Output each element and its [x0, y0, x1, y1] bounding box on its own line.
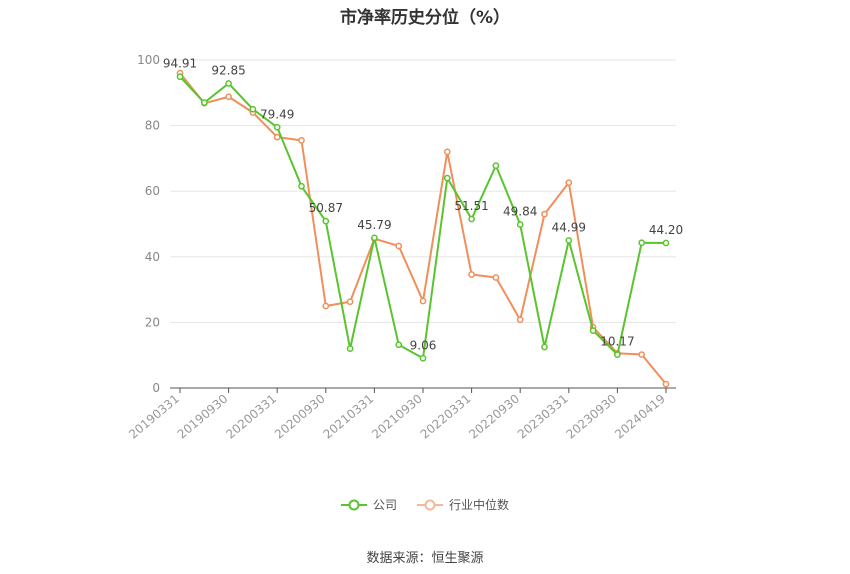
x-tick-label: 20230930 [564, 392, 620, 442]
legend-label: 行业中位数 [449, 498, 510, 512]
data-label: 10.17 [600, 335, 634, 349]
data-label: 44.20 [649, 223, 683, 237]
legend-line-icon [417, 499, 443, 510]
data-label: 9.06 [410, 338, 437, 352]
company-data-point [200, 99, 208, 106]
y-tick-label: 60 [145, 184, 160, 198]
y-tick-label: 0 [152, 381, 160, 395]
company-data-point [492, 162, 500, 169]
company-data-point [541, 343, 548, 351]
x-tick-label: 20200930 [272, 392, 328, 442]
industry-median-data-point [662, 380, 670, 388]
x-tick-label: 20190930 [175, 392, 231, 442]
x-tick-label: 20210930 [369, 392, 425, 442]
data-label: 51.51 [454, 199, 488, 213]
y-tick-label: 80 [145, 119, 160, 133]
industry-median-data-point [541, 210, 548, 218]
company-data-point [395, 341, 403, 349]
industry-median-data-point [419, 297, 427, 305]
legend-item-company[interactable]: 公司 [340, 496, 397, 513]
industry-median-data-point [468, 271, 475, 278]
company-data-point [176, 73, 184, 81]
company-data-point [443, 174, 451, 182]
company-data-point [298, 182, 305, 190]
data-source: 数据来源：恒生聚源 [366, 551, 484, 566]
x-tick-label: 20220930 [466, 392, 522, 442]
legend-line-icon [340, 499, 367, 510]
data-label: 49.84 [503, 205, 537, 219]
industry-median-data-point [273, 133, 281, 141]
company-data-point [225, 80, 232, 87]
y-tick-label: 100 [137, 53, 160, 67]
company-data-point [371, 234, 378, 242]
company-data-point [249, 105, 257, 113]
chart-legend: 公司 行业中位数 [0, 496, 850, 513]
company-data-point [565, 237, 573, 244]
company-series-line [179, 76, 667, 360]
data-label: 44.99 [552, 220, 586, 234]
company-data-point [589, 327, 597, 334]
data-label: 94.91 [163, 57, 197, 71]
x-tick-label: 20240419 [612, 392, 668, 442]
data-label: 50.87 [309, 201, 343, 215]
company-data-point [419, 354, 427, 362]
x-tick-label: 20220331 [418, 392, 474, 442]
industry-median-data-point [492, 274, 500, 281]
data-label: 45.79 [357, 218, 391, 232]
legend-label: 公司 [372, 498, 397, 512]
industry-median-data-point [225, 93, 232, 101]
company-data-point [614, 351, 621, 358]
y-tick-label: 20 [145, 315, 160, 329]
company-data-point [322, 217, 330, 225]
industry-median-data-point [565, 179, 573, 187]
x-tick-label: 20210331 [321, 392, 377, 442]
industry-median-data-point [322, 302, 330, 310]
industry-median-data-point [346, 298, 354, 306]
company-data-point [273, 123, 281, 131]
data-label: 92.85 [211, 63, 245, 77]
y-tick-label: 40 [145, 250, 160, 264]
industry-median-data-point [638, 351, 646, 358]
industry-median-data-point [516, 316, 524, 324]
company-data-point [662, 239, 670, 247]
company-data-point [346, 345, 354, 352]
data-label: 79.49 [260, 107, 294, 121]
industry-median-data-point [298, 137, 305, 144]
company-data-point [638, 239, 646, 247]
x-tick-label: 20190331 [126, 392, 182, 442]
industry-median-data-point [443, 148, 451, 156]
chart-title: 市净率历史分位（%） [339, 8, 511, 28]
industry-median-data-point [395, 242, 403, 250]
legend-item-industry-median[interactable]: 行业中位数 [417, 496, 509, 513]
x-tick-label: 20200331 [223, 392, 279, 442]
company-data-point [468, 215, 475, 223]
x-tick-label: 20230331 [515, 392, 571, 442]
company-data-point [516, 221, 524, 228]
